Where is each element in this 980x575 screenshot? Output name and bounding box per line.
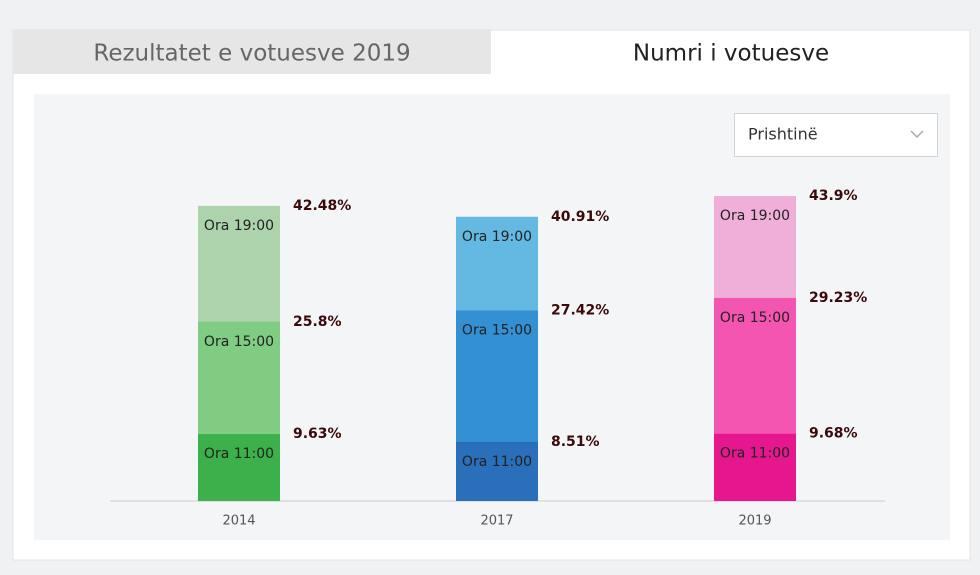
bar [198,434,280,501]
chevron[interactable] [910,130,924,139]
value-label: 40.91% [551,209,609,225]
bar [456,441,538,501]
value-label: 42.48% [293,198,351,214]
dropdown-value[interactable]: Prishtinë [748,125,818,144]
value-label: 27.42% [551,302,609,318]
value-label: 43.9% [809,188,858,204]
x-tick-label: 2017 [480,514,513,529]
segment-label: Ora 19:00 [720,208,790,224]
segment-label: Ora 19:00 [462,229,532,245]
segment-label: Ora 15:00 [720,310,790,326]
segment-label: Ora 11:00 [462,454,532,470]
dropdown[interactable] [734,113,938,157]
x-tick-label: 2014 [222,514,255,529]
value-label: 29.23% [809,290,867,306]
segment-label: Ora 11:00 [720,446,790,462]
value-label: 9.63% [293,426,342,442]
segment-label: Ora 15:00 [204,334,274,350]
value-label: 25.8% [293,314,342,330]
tab-label[interactable]: Numri i votuesve [633,41,829,67]
segment-label: Ora 11:00 [204,446,274,462]
value-label: 8.51% [551,434,600,450]
tab-label[interactable]: Rezultatet e votuesve 2019 [93,41,410,67]
x-tick-label: 2019 [738,514,771,529]
tab-inactive[interactable] [13,30,491,74]
bar [714,433,796,501]
segment-label: Ora 15:00 [462,322,532,338]
value-label: 9.68% [809,426,858,442]
segment-label: Ora 19:00 [204,218,274,234]
